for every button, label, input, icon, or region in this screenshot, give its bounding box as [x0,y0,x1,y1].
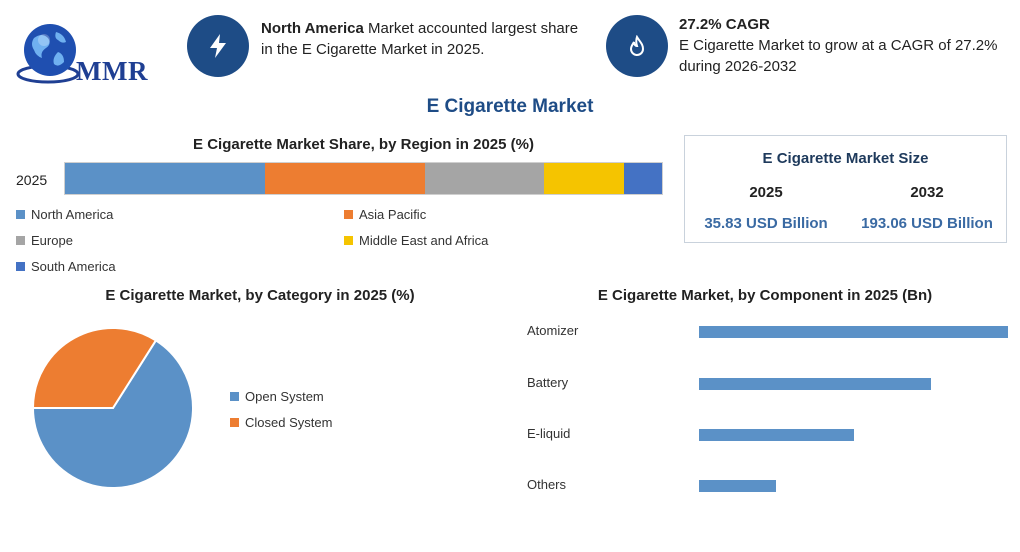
market-size-box: E Cigarette Market Size 2025 35.83 USD B… [684,135,1007,243]
legend-label: South America [31,259,116,274]
legend-europe: Europe [16,233,73,248]
component-bar-battery [699,378,931,390]
component-chart-title: E Cigarette Market, by Component in 2025… [597,287,933,304]
globe-icon [16,24,80,84]
pie-slice-open-system [31,339,194,489]
lightning-icon [187,15,249,77]
component-bar-e-liquid [699,429,854,441]
kpi-cagr-text: E Cigarette Market to grow at a CAGR of … [679,37,998,75]
legend-swatch [344,236,353,245]
legend-label: Asia Pacific [359,207,427,222]
region-segment-europe [424,163,545,194]
market-size-year: 2032 [910,184,944,201]
legend-middle-east-africa: Middle East and Africa [344,233,488,248]
market-size-value: 35.83 USD Billion [704,215,828,232]
kpi-cagr: 27.2% CAGR E Cigarette Market to grow at… [679,14,1014,77]
region-segment-south-america [624,163,662,194]
mmr-logo: MMR [16,18,156,86]
legend-swatch [230,418,239,427]
kpi-north-america-text: Market accounted largest share in the E … [261,20,579,58]
legend-label: Closed System [245,415,333,430]
region-segment-middle-east-and-africa [544,163,625,194]
legend-label: North America [31,207,114,222]
legend-label: Middle East and Africa [359,233,489,248]
legend-open-system: Open System [230,389,324,404]
legend-swatch [230,392,239,401]
legend-swatch [344,210,353,219]
region-year-label: 2025 [16,172,48,188]
legend-swatch [16,236,25,245]
market-size-title: E Cigarette Market Size [762,150,929,167]
component-label-e-liquid: E-liquid [527,426,571,441]
region-stacked-bar [64,162,663,195]
legend-asia-pacific: Asia Pacific [344,207,426,222]
flame-icon [606,15,668,77]
market-size-2025: 2025 35.83 USD Billion [691,184,841,232]
kpi-north-america-bold: North America [261,20,364,37]
market-size-2032: 2032 193.06 USD Billion [852,184,1002,232]
region-segment-asia-pacific [264,163,425,194]
component-label-atomizer: Atomizer [527,323,579,338]
pie-slice-closed-system [31,327,158,409]
legend-closed-system: Closed System [230,415,332,430]
category-chart-title: E Cigarette Market, by Category in 2025 … [105,287,415,304]
legend-south-america: South America [16,259,116,274]
legend-label: Open System [245,389,324,404]
legend-label: Europe [31,233,73,248]
region-chart-title: E Cigarette Market Share, by Region in 2… [193,136,534,153]
kpi-north-america: North America Market accounted largest s… [261,18,581,60]
market-size-value: 193.06 USD Billion [861,215,993,232]
component-bar-atomizer [699,326,1008,338]
region-segment-north-america [65,163,265,194]
logo-text: MMR [76,56,148,86]
component-label-battery: Battery [527,375,569,390]
component-label-others: Others [527,477,567,492]
market-size-year: 2025 [749,184,783,201]
page-title: E Cigarette Market [426,96,594,117]
legend-north-america: North America [16,207,113,222]
kpi-cagr-bold: 27.2% CAGR [679,16,770,33]
category-pie-chart [31,327,194,489]
component-bar-others [699,480,777,492]
legend-swatch [16,210,25,219]
legend-swatch [16,262,25,271]
